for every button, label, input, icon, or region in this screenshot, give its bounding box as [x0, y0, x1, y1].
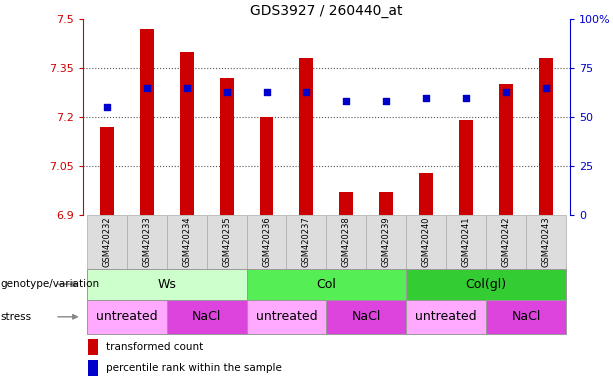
Bar	[526, 215, 566, 269]
Text: GSM420242: GSM420242	[501, 217, 511, 267]
Bar	[499, 84, 513, 215]
Bar	[127, 215, 167, 269]
Point	[302, 89, 311, 95]
Point	[262, 89, 272, 95]
Bar	[406, 215, 446, 269]
Text: GSM420243: GSM420243	[542, 217, 550, 267]
Bar	[180, 52, 194, 215]
Text: GSM420239: GSM420239	[382, 217, 391, 267]
Point	[181, 85, 191, 91]
Text: Col: Col	[316, 278, 337, 291]
Text: transformed count: transformed count	[105, 342, 203, 352]
Bar	[207, 215, 246, 269]
Text: GSM420240: GSM420240	[422, 217, 431, 267]
Bar	[327, 215, 367, 269]
Bar	[246, 300, 327, 334]
Bar	[459, 121, 473, 215]
Bar	[340, 192, 353, 215]
Text: Ws: Ws	[157, 278, 176, 291]
Text: GSM420238: GSM420238	[342, 217, 351, 267]
Point	[102, 104, 112, 111]
Point	[341, 98, 351, 104]
Bar	[419, 173, 433, 215]
Point	[222, 89, 232, 95]
Bar	[100, 127, 114, 215]
Text: Col(gl): Col(gl)	[466, 278, 507, 291]
Bar	[379, 192, 394, 215]
Text: percentile rank within the sample: percentile rank within the sample	[105, 363, 281, 373]
Point	[421, 94, 431, 101]
Point	[381, 98, 391, 104]
Bar	[87, 215, 127, 269]
Bar	[367, 215, 406, 269]
Text: untreated: untreated	[96, 310, 158, 323]
Bar	[327, 300, 406, 334]
Text: NaCl: NaCl	[352, 310, 381, 323]
Bar	[167, 215, 207, 269]
Point	[501, 89, 511, 95]
Bar	[446, 215, 486, 269]
Text: NaCl: NaCl	[192, 310, 221, 323]
Bar	[167, 300, 246, 334]
Bar	[88, 360, 98, 376]
Text: GSM420237: GSM420237	[302, 217, 311, 267]
Text: GSM420234: GSM420234	[182, 217, 191, 267]
Point	[142, 85, 151, 91]
Point	[462, 94, 471, 101]
Bar	[486, 300, 566, 334]
Bar	[406, 269, 566, 300]
Text: GSM420232: GSM420232	[102, 217, 111, 267]
Bar	[486, 215, 526, 269]
Bar	[246, 269, 406, 300]
Bar	[286, 215, 326, 269]
Text: genotype/variation: genotype/variation	[1, 279, 100, 289]
Text: stress: stress	[1, 312, 32, 322]
Bar	[246, 215, 286, 269]
Text: GSM420233: GSM420233	[142, 217, 151, 267]
Bar	[87, 300, 167, 334]
Title: GDS3927 / 260440_at: GDS3927 / 260440_at	[250, 4, 403, 18]
Text: untreated: untreated	[256, 310, 318, 323]
Bar	[219, 78, 234, 215]
Bar	[259, 117, 273, 215]
Text: NaCl: NaCl	[511, 310, 541, 323]
Point	[541, 85, 551, 91]
Text: GSM420236: GSM420236	[262, 217, 271, 267]
Bar	[88, 339, 98, 355]
Bar	[140, 29, 154, 215]
Bar	[539, 58, 553, 215]
Bar	[406, 300, 486, 334]
Text: GSM420235: GSM420235	[222, 217, 231, 267]
Bar	[87, 269, 246, 300]
Text: GSM420241: GSM420241	[462, 217, 471, 267]
Text: untreated: untreated	[416, 310, 477, 323]
Bar	[300, 58, 313, 215]
